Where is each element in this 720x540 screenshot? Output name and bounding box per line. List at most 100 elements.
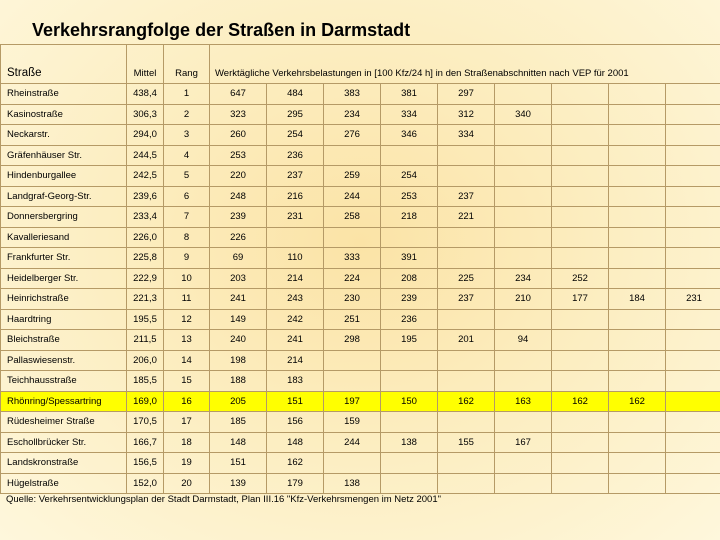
- load-value-cell: 231: [664, 288, 720, 310]
- street-name-cell: Hügelstraße: [0, 472, 127, 494]
- rank-cell: 9: [163, 247, 210, 269]
- load-value-cell: 197: [323, 390, 381, 412]
- table-row: Heinrichstraße 221,3 11 241 243 230 239 237 210 1…: [0, 288, 720, 310]
- load-value-cell: 149: [209, 308, 267, 330]
- load-value-cell: 253: [380, 185, 438, 207]
- mean-cell: 169,0: [126, 390, 164, 412]
- load-value-cell: [551, 431, 609, 453]
- load-value-cell: [664, 411, 720, 433]
- load-value-cell: 236: [380, 308, 438, 330]
- load-value-cell: 244: [323, 185, 381, 207]
- load-value-cell: [608, 329, 666, 351]
- load-value-cell: [608, 144, 666, 166]
- table-row: Hügelstraße 152,0 20 139 179 138: [0, 472, 720, 494]
- load-value-cell: 155: [437, 431, 495, 453]
- load-value-cell: [608, 165, 666, 187]
- table-row: Hindenburgallee 242,5 5 220 237 259 254: [0, 165, 720, 187]
- load-value-cell: 148: [209, 431, 267, 453]
- load-value-cell: 334: [380, 103, 438, 125]
- load-value-cell: 184: [608, 288, 666, 310]
- mean-cell: 242,5: [126, 165, 164, 187]
- load-value-cell: 237: [266, 165, 324, 187]
- load-value-cell: 323: [209, 103, 267, 125]
- load-value-cell: [494, 144, 552, 166]
- header-rank: Rang: [163, 44, 210, 84]
- load-value-cell: [664, 103, 720, 125]
- table-row: Rhönring/Spessartring 169,0 16 205 151 197 150…: [0, 390, 720, 412]
- source-note: Quelle: Verkehrsentwicklungsplan der Sta…: [6, 494, 441, 505]
- rank-cell: 20: [163, 472, 210, 494]
- load-value-cell: 383: [323, 83, 381, 105]
- table-row: Landskronstraße 156,5 19 151 162: [0, 452, 720, 474]
- load-value-cell: [608, 103, 666, 125]
- load-value-cell: 240: [209, 329, 267, 351]
- load-value-cell: [664, 267, 720, 289]
- load-value-cell: [608, 431, 666, 453]
- rank-cell: 11: [163, 288, 210, 310]
- load-value-cell: 225: [437, 267, 495, 289]
- load-value-cell: 201: [437, 329, 495, 351]
- table-row: Donnersbergring 233,4 7 239 231 258 218 221: [0, 206, 720, 228]
- load-value-cell: 138: [380, 431, 438, 453]
- load-value-cell: [323, 349, 381, 371]
- rank-cell: 4: [163, 144, 210, 166]
- load-value-cell: 254: [380, 165, 438, 187]
- mean-cell: 222,9: [126, 267, 164, 289]
- rank-cell: 16: [163, 390, 210, 412]
- load-value-cell: [608, 308, 666, 330]
- load-value-cell: 312: [437, 103, 495, 125]
- load-value-cell: 276: [323, 124, 381, 146]
- load-value-cell: [608, 124, 666, 146]
- rank-cell: 7: [163, 206, 210, 228]
- load-value-cell: 226: [209, 226, 267, 248]
- load-value-cell: 214: [266, 349, 324, 371]
- load-value-cell: [494, 247, 552, 269]
- load-value-cell: 210: [494, 288, 552, 310]
- load-value-cell: [664, 247, 720, 269]
- street-name-cell: Heinrichstraße: [0, 288, 127, 310]
- street-name-cell: Pallaswiesenstr.: [0, 349, 127, 371]
- load-value-cell: 253: [209, 144, 267, 166]
- load-value-cell: [551, 185, 609, 207]
- load-value-cell: 183: [266, 370, 324, 392]
- load-value-cell: [608, 452, 666, 474]
- load-value-cell: 203: [209, 267, 267, 289]
- load-value-cell: 391: [380, 247, 438, 269]
- mean-cell: 211,5: [126, 329, 164, 351]
- mean-cell: 170,5: [126, 411, 164, 433]
- load-value-cell: 220: [209, 165, 267, 187]
- table-row: Haardtring 195,5 12 149 242 251 236: [0, 308, 720, 330]
- table-row: Teichhausstraße 185,5 15 188 183: [0, 370, 720, 392]
- load-value-cell: 188: [209, 370, 267, 392]
- header-row: Straße Mittel Rang Werktägliche Verkehrs…: [0, 44, 720, 84]
- load-value-cell: [551, 247, 609, 269]
- street-name-cell: Teichhausstraße: [0, 370, 127, 392]
- load-value-cell: [608, 83, 666, 105]
- mean-cell: 233,4: [126, 206, 164, 228]
- table-row: Heidelberger Str. 222,9 10 203 214 224 208 225 2…: [0, 267, 720, 289]
- load-value-cell: [664, 472, 720, 494]
- load-value-cell: [494, 308, 552, 330]
- load-value-cell: 484: [266, 83, 324, 105]
- load-value-cell: [437, 452, 495, 474]
- load-value-cell: [494, 349, 552, 371]
- rank-cell: 17: [163, 411, 210, 433]
- load-value-cell: [323, 452, 381, 474]
- load-value-cell: 156: [266, 411, 324, 433]
- load-value-cell: 340: [494, 103, 552, 125]
- rank-cell: 18: [163, 431, 210, 453]
- street-name-cell: Donnersbergring: [0, 206, 127, 228]
- rank-cell: 10: [163, 267, 210, 289]
- street-name-cell: Neckarstr.: [0, 124, 127, 146]
- load-value-cell: [266, 226, 324, 248]
- load-value-cell: 214: [266, 267, 324, 289]
- traffic-table: Straße Mittel Rang Werktägliche Verkehrs…: [0, 44, 720, 494]
- load-value-cell: 259: [323, 165, 381, 187]
- rank-cell: 15: [163, 370, 210, 392]
- rank-cell: 6: [163, 185, 210, 207]
- load-value-cell: [664, 165, 720, 187]
- street-name-cell: Heidelberger Str.: [0, 267, 127, 289]
- load-value-cell: 237: [437, 288, 495, 310]
- mean-cell: 294,0: [126, 124, 164, 146]
- load-value-cell: [608, 267, 666, 289]
